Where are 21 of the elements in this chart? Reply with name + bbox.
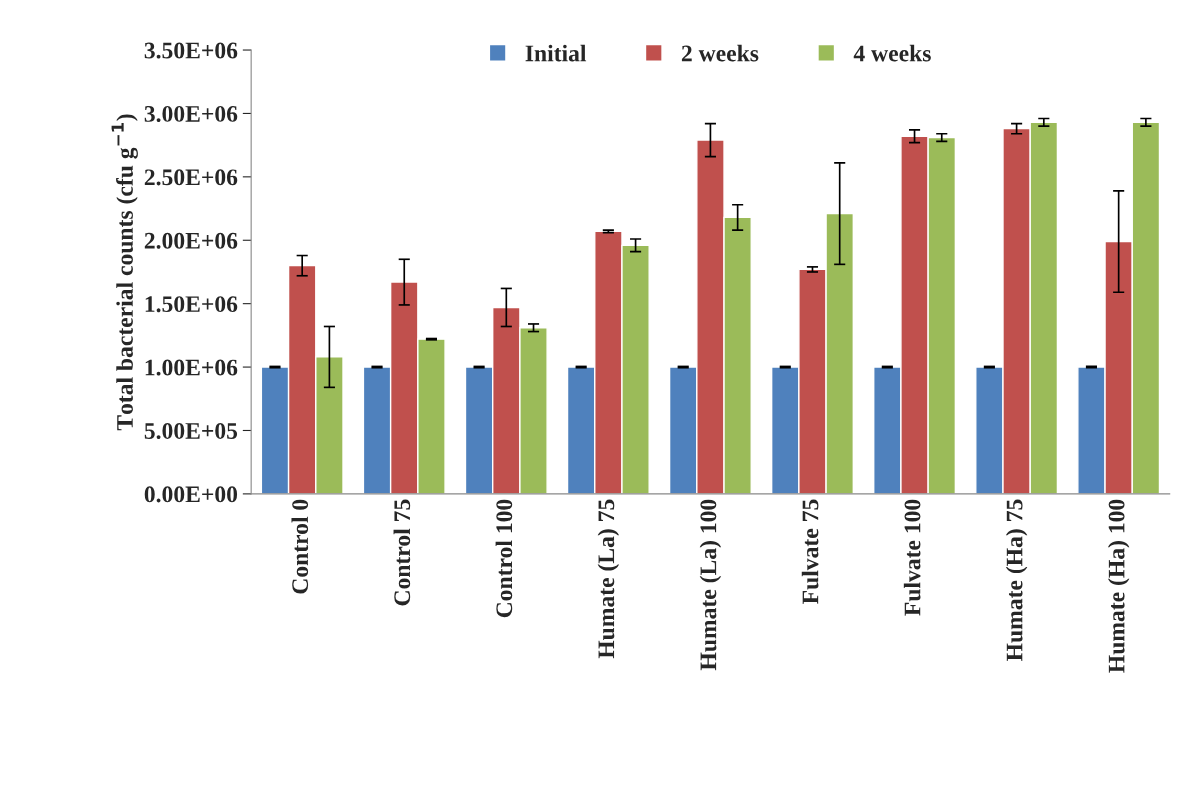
x-tick-label: Fulvate 100 [903,499,921,616]
legend-label: 2 weeks [681,44,759,62]
y-tick-label: 2.00E+06 [144,232,238,249]
y-axis-title: Total bacterial counts (cfu g$^{−1}$) [111,114,138,431]
x-tick-label: Humate (Ha) 75 [1005,499,1028,661]
x-tick-label: Control 100 [495,499,513,618]
x-tick-label: Humate (Ha) 100 [1107,499,1130,673]
x-tick-label: Humate (La) 100 [699,499,722,671]
x-tick-label: Fulvate 75 [801,499,819,604]
legend-label: 4 weeks [853,44,931,62]
y-tick-label: 1.50E+06 [145,296,238,313]
y-tick-label: 0.00E+00 [144,486,238,503]
x-tick-label: Control 0 [291,499,309,594]
y-tick-label: 3.00E+06 [144,105,238,122]
x-tick-label: Humate (La) 75 [597,499,620,659]
y-tick-label: 5.00E+05 [144,422,238,439]
y-tick-label: 2.50E+06 [144,169,238,186]
y-tick-label: 1.00E+06 [145,359,238,376]
x-tick-label: Control 75 [393,499,411,606]
legend-label: Initial [525,44,587,62]
y-tick-label: 3.50E+06 [144,42,238,59]
